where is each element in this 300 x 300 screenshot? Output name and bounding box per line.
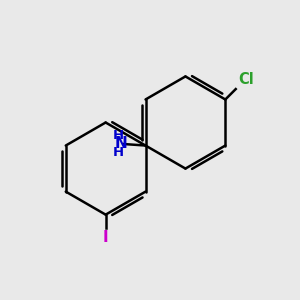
Text: Cl: Cl <box>238 72 254 87</box>
Text: H: H <box>112 146 124 160</box>
Text: I: I <box>103 230 109 245</box>
Text: N: N <box>115 136 128 151</box>
Text: H: H <box>112 129 124 142</box>
